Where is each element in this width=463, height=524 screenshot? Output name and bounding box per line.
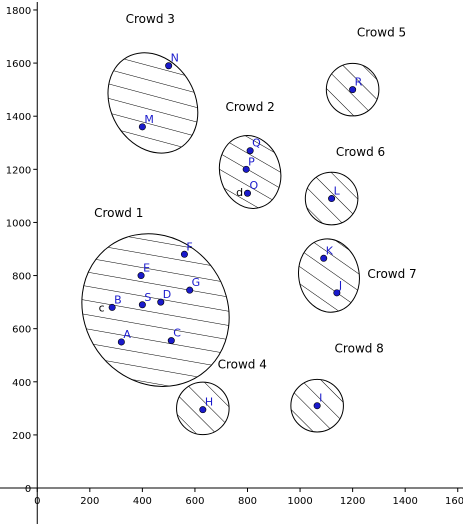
- y-tick-label: 0: [25, 484, 31, 495]
- point-label: R: [355, 76, 363, 89]
- x-tick-label: 400: [133, 496, 152, 507]
- crowd-ellipse: [218, 135, 282, 209]
- y-tick-label: 400: [12, 378, 31, 389]
- y-tick-label: 1200: [6, 165, 31, 176]
- extra-label: c: [99, 301, 105, 314]
- scatter-point: [313, 402, 321, 410]
- scatter-point: [165, 62, 173, 70]
- scatter-point: [138, 123, 146, 131]
- scatter-point: [320, 254, 328, 262]
- scatter-point: [137, 272, 145, 280]
- crowd-label: Crowd 5: [357, 26, 406, 40]
- crowd-label: Crowd 6: [336, 145, 385, 159]
- scatter-point: [246, 147, 254, 155]
- scatter-point: [349, 86, 357, 94]
- crowd-label: Crowd 2: [225, 100, 274, 114]
- point-label: K: [326, 244, 334, 257]
- extra-label: d: [236, 186, 243, 199]
- scatter-point: [186, 286, 194, 294]
- scatter-point: [328, 195, 336, 203]
- crowd-ellipse: [81, 233, 230, 387]
- x-tick-label: 600: [185, 496, 204, 507]
- scatter-point: [242, 165, 250, 173]
- y-tick-label: 600: [12, 325, 31, 336]
- x-tick-label: 1600: [445, 496, 463, 507]
- scatter-point: [138, 301, 146, 309]
- x-tick-label: 1200: [340, 496, 365, 507]
- scatter-point: [180, 250, 188, 258]
- point-label: I: [319, 392, 322, 405]
- scatter-point: [117, 338, 125, 346]
- crowd-ellipse: [298, 238, 360, 313]
- point-label: Q: [252, 137, 261, 150]
- point-label: D: [163, 288, 171, 301]
- crowd-label: Crowd 7: [367, 267, 416, 281]
- y-tick-label: 200: [12, 431, 31, 442]
- scatter-point: [199, 406, 207, 414]
- crowd-label: Crowd 1: [94, 206, 143, 220]
- point-label: J: [338, 279, 342, 292]
- y-tick-label: 1600: [6, 59, 31, 70]
- point-label: E: [143, 262, 150, 275]
- x-tick-label: 200: [80, 496, 99, 507]
- point-label: B: [114, 293, 122, 306]
- y-tick-label: 1400: [6, 112, 31, 123]
- crowd-label: Crowd 8: [335, 342, 384, 356]
- scatter-point: [108, 303, 116, 311]
- y-tick-label: 1800: [6, 6, 31, 17]
- point-label: L: [334, 185, 341, 198]
- scatter-point: [333, 289, 341, 297]
- y-tick-label: 1000: [6, 218, 31, 229]
- point-label: M: [144, 113, 154, 126]
- scatter-point: [167, 337, 175, 345]
- x-tick-label: 0: [34, 496, 40, 507]
- crowd-ellipse: [107, 52, 199, 154]
- point-label: S: [144, 291, 151, 304]
- point-label: H: [205, 396, 213, 409]
- crowd-label: Crowd 3: [126, 12, 175, 26]
- x-tick-label: 1400: [392, 496, 417, 507]
- point-label: A: [123, 328, 131, 341]
- x-tick-label: 800: [238, 496, 257, 507]
- points-layer: [108, 62, 357, 414]
- scatter-point: [244, 189, 252, 197]
- labels-layer: Crowd 1 Crowd 2 Crowd 3 Crowd 4 Crowd 5 Crowd…: [94, 12, 417, 408]
- crowds-layer: [81, 52, 380, 436]
- x-tick-label: 1000: [287, 496, 312, 507]
- point-label: O: [250, 179, 259, 192]
- point-label: N: [171, 52, 179, 65]
- point-label: G: [192, 276, 201, 289]
- point-label: P: [248, 155, 255, 168]
- scatter-point: [157, 298, 165, 306]
- point-label: C: [173, 327, 181, 340]
- y-tick-label: 800: [12, 272, 31, 283]
- point-label: F: [186, 240, 192, 253]
- crowd-label: Crowd 4: [218, 358, 267, 372]
